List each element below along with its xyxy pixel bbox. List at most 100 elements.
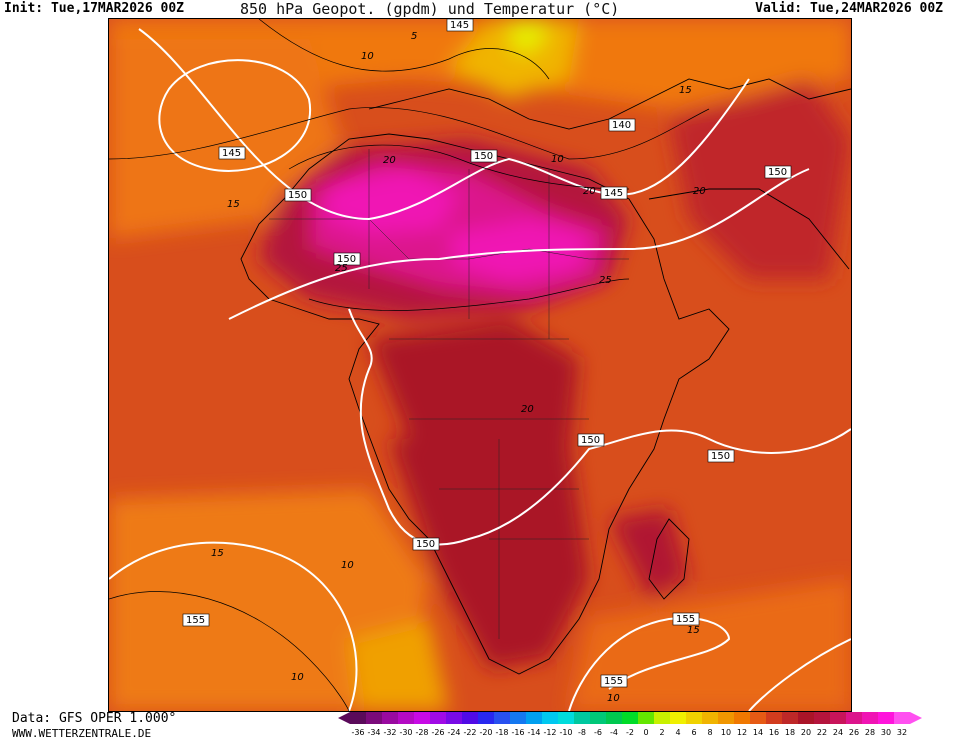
legend-tick-label: 32 bbox=[897, 728, 907, 737]
legend-tick-label: 22 bbox=[817, 728, 827, 737]
legend-swatch bbox=[590, 712, 606, 724]
geopotential-label: 150 bbox=[768, 167, 787, 178]
legend-swatch bbox=[494, 712, 510, 724]
website: WWW.WETTERZENTRALE.DE bbox=[12, 727, 152, 740]
legend-tick-label: 16 bbox=[769, 728, 779, 737]
temperature-shading bbox=[109, 19, 851, 711]
legend-tick-label: -18 bbox=[495, 728, 508, 737]
temperature-label: 15 bbox=[227, 199, 240, 210]
geopotential-label: 155 bbox=[186, 615, 205, 626]
legend-swatch bbox=[574, 712, 590, 724]
legend-swatch bbox=[862, 712, 878, 724]
map-title: 850 hPa Geopot. (gpdm) und Temperatur (°… bbox=[240, 0, 620, 18]
temperature-label: 20 bbox=[521, 404, 534, 415]
legend-swatch bbox=[638, 712, 654, 724]
geopotential-label: 145 bbox=[604, 188, 623, 199]
legend-swatch bbox=[542, 712, 558, 724]
geopotential-label: 155 bbox=[604, 676, 623, 687]
temperature-label: 5 bbox=[411, 31, 417, 42]
geopotential-label: 140 bbox=[612, 120, 631, 131]
temperature-label: 10 bbox=[341, 560, 354, 571]
geopotential-label: 155 bbox=[676, 614, 695, 625]
legend-swatch bbox=[846, 712, 862, 724]
legend-swatch bbox=[830, 712, 846, 724]
legend-swatch bbox=[350, 712, 366, 724]
legend-swatch bbox=[654, 712, 670, 724]
legend-tick-label: -10 bbox=[559, 728, 572, 737]
legend-tick-label: -12 bbox=[543, 728, 556, 737]
temperature-label: 20 bbox=[693, 186, 706, 197]
temperature-isotherms bbox=[109, 19, 710, 711]
legend-swatch bbox=[462, 712, 478, 724]
legend-swatch bbox=[766, 712, 782, 724]
legend-tick-label: -20 bbox=[479, 728, 492, 737]
legend-tick-label: 26 bbox=[849, 728, 859, 737]
legend-arrow-left bbox=[338, 712, 350, 724]
legend-tick-label: 10 bbox=[721, 728, 731, 737]
legend-tick-label: 24 bbox=[833, 728, 843, 737]
legend-swatch bbox=[430, 712, 446, 724]
legend-tick-label: 14 bbox=[753, 728, 763, 737]
legend-tick-label: 20 bbox=[801, 728, 811, 737]
geopotential-contours bbox=[109, 28, 851, 711]
legend-tick-label: 4 bbox=[675, 728, 680, 737]
legend-tick-label: -28 bbox=[415, 728, 428, 737]
legend-swatch bbox=[702, 712, 718, 724]
init-time: Init: Tue,17MAR2026 00Z bbox=[4, 1, 185, 16]
geopotential-label: 150 bbox=[416, 539, 435, 550]
legend-swatch bbox=[750, 712, 766, 724]
legend-swatch bbox=[526, 712, 542, 724]
legend-swatch bbox=[894, 712, 910, 724]
color-legend: -36 -34 -32 -30 -28 -26 -24 -22 -20 -18 -16 -14 -12-… bbox=[338, 712, 922, 737]
legend-arrow-right bbox=[910, 712, 922, 724]
legend-tick-label: -14 bbox=[527, 728, 540, 737]
legend-swatch bbox=[814, 712, 830, 724]
legend-swatch bbox=[670, 712, 686, 724]
legend-tick-label: -6 bbox=[594, 728, 602, 737]
geopotential-label: 145 bbox=[222, 148, 241, 159]
legend-tick-label: -26 bbox=[431, 728, 444, 737]
temperature-label: 15 bbox=[679, 85, 692, 96]
legend-tick-label: 2 bbox=[659, 728, 664, 737]
legend-tick-label: 12 bbox=[737, 728, 747, 737]
legend-tick-label: -30 bbox=[399, 728, 412, 737]
legend-tick-label: 28 bbox=[865, 728, 875, 737]
legend-swatch bbox=[510, 712, 526, 724]
temperature-label: 10 bbox=[361, 51, 374, 62]
temperature-label: 25 bbox=[335, 263, 348, 274]
temperature-label: 20 bbox=[583, 186, 596, 197]
geopotential-labels: 145 145 150 150 140 145 150 150 150 150 … bbox=[182, 19, 792, 688]
geopotential-label: 150 bbox=[337, 254, 356, 265]
legend-tick-label: -24 bbox=[447, 728, 460, 737]
legend-tick-label: -16 bbox=[511, 728, 524, 737]
legend-swatch bbox=[606, 712, 622, 724]
legend-tick-label: 18 bbox=[785, 728, 795, 737]
temperature-label: 15 bbox=[687, 625, 700, 636]
legend-tick-label: 0 bbox=[643, 728, 648, 737]
legend-tick-label: -8 bbox=[578, 728, 586, 737]
legend-swatch bbox=[686, 712, 702, 724]
temperature-label: 15 bbox=[211, 548, 224, 559]
legend-tick-label: 6 bbox=[691, 728, 696, 737]
temperature-labels: 5 10 10 15 15 20 20 20 25 20 25 10 15 15… bbox=[211, 31, 706, 704]
legend-swatch bbox=[782, 712, 798, 724]
legend-tick-label: -36 bbox=[351, 728, 364, 737]
legend-swatch bbox=[446, 712, 462, 724]
geopotential-label: 150 bbox=[474, 151, 493, 162]
geopotential-label: 150 bbox=[581, 435, 600, 446]
legend-tick-label: -4 bbox=[610, 728, 618, 737]
geopotential-label: 150 bbox=[288, 190, 307, 201]
legend-tick-label: 8 bbox=[707, 728, 712, 737]
legend-swatch bbox=[878, 712, 894, 724]
temperature-label: 10 bbox=[607, 693, 620, 704]
legend-tick-label: -34 bbox=[367, 728, 380, 737]
legend-swatch bbox=[798, 712, 814, 724]
legend-tick-label: -22 bbox=[463, 728, 476, 737]
map-canvas: 145 145 150 150 140 145 150 150 150 150 … bbox=[109, 19, 851, 711]
legend-swatch bbox=[382, 712, 398, 724]
geopotential-label: 150 bbox=[711, 451, 730, 462]
data-source: Data: GFS OPER 1.000° bbox=[12, 711, 177, 726]
legend-swatch bbox=[622, 712, 638, 724]
legend-swatch bbox=[718, 712, 734, 724]
legend-swatch bbox=[734, 712, 750, 724]
